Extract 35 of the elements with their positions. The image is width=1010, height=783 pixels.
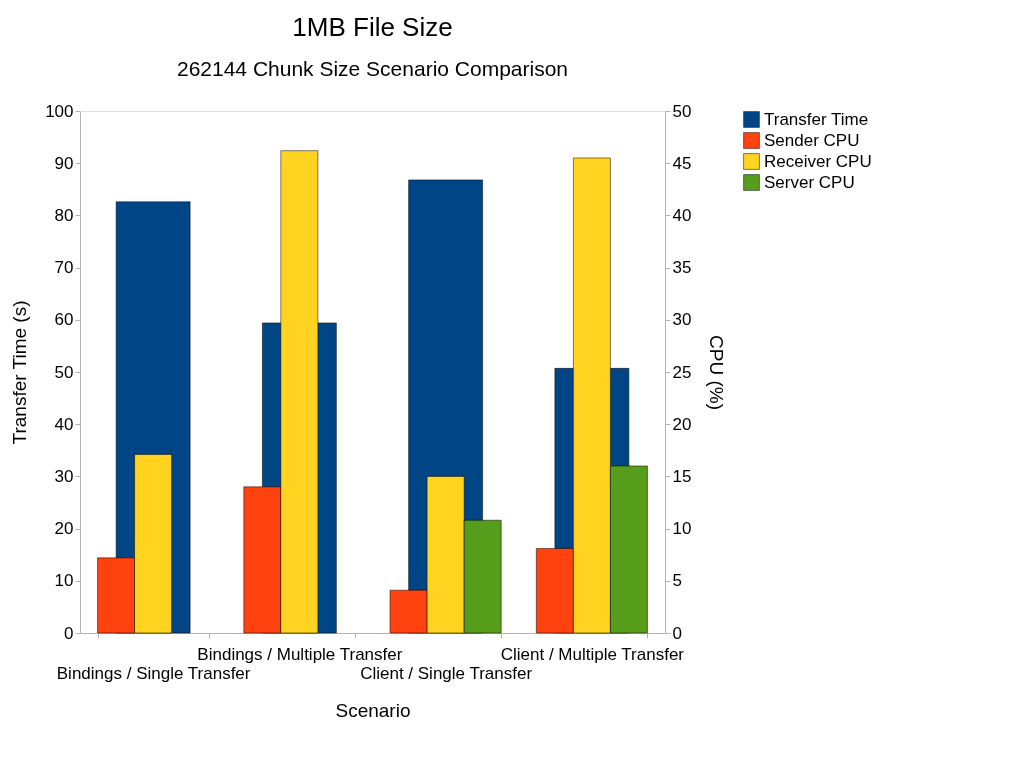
x-tick-label: Bindings / Multiple Transfer bbox=[197, 644, 403, 664]
chart-title: 1MB File Size bbox=[292, 12, 453, 42]
y-tick-label: 60 bbox=[54, 310, 74, 330]
x-tick-label: Client / Multiple Transfer bbox=[500, 644, 685, 664]
y2-tick-label: 5 bbox=[672, 571, 682, 591]
legend-label: Server CPU bbox=[764, 172, 855, 192]
x-tick-label: Client / Single Transfer bbox=[360, 663, 533, 683]
y2-tick-label: 50 bbox=[672, 101, 692, 121]
y-tick-label: 0 bbox=[64, 623, 74, 643]
y-axis-title: Transfer Time (s) bbox=[9, 300, 31, 445]
chart-subtitle: 262144 Chunk Size Scenario Comparison bbox=[176, 57, 569, 80]
y-tick-label: 50 bbox=[54, 362, 74, 382]
y2-tick-label: 25 bbox=[672, 362, 692, 382]
y2-tick-label: 45 bbox=[672, 153, 692, 173]
y2-tick-label: 40 bbox=[672, 205, 692, 225]
y2-tick-label: 15 bbox=[672, 466, 692, 486]
y-tick-label: 20 bbox=[54, 519, 74, 539]
y-tick-label: 30 bbox=[54, 466, 74, 486]
y-tick-label: 10 bbox=[54, 571, 74, 591]
x-tick-label: Bindings / Single Transfer bbox=[56, 663, 251, 683]
y2-tick-label: 30 bbox=[672, 310, 692, 330]
y-tick-label: 40 bbox=[54, 414, 74, 434]
y-tick-label: 70 bbox=[54, 258, 74, 278]
y2-tick-label: 20 bbox=[672, 414, 692, 434]
y-tick-label: 80 bbox=[54, 205, 74, 225]
y-tick-label: 90 bbox=[54, 153, 74, 173]
y2-axis-title: CPU (%) bbox=[706, 335, 728, 410]
legend-label: Sender CPU bbox=[764, 130, 860, 150]
x-axis-title: Scenario bbox=[335, 699, 411, 721]
y2-tick-label: 0 bbox=[672, 623, 682, 643]
y2-tick-label: 35 bbox=[672, 258, 692, 278]
legend-label: Receiver CPU bbox=[764, 151, 872, 171]
legend-label: Transfer Time bbox=[764, 109, 869, 129]
y2-tick-label: 10 bbox=[672, 519, 692, 539]
y-tick-label: 100 bbox=[45, 101, 74, 121]
